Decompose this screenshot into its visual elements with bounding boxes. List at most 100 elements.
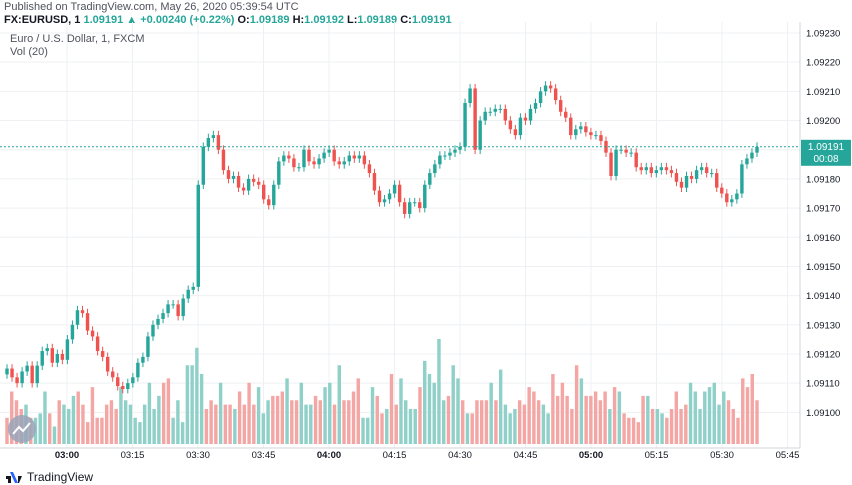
volume-bar xyxy=(313,395,318,444)
candle-body xyxy=(488,111,492,113)
volume-bar xyxy=(688,382,693,444)
volume-bar xyxy=(166,378,171,444)
volume-bar xyxy=(589,395,593,444)
volume-bar xyxy=(389,374,394,444)
candle-body xyxy=(60,353,65,360)
candle-body xyxy=(121,386,125,389)
volume-bar xyxy=(418,387,422,444)
volume-bar xyxy=(242,404,247,444)
candle-body xyxy=(282,155,286,162)
candle-body xyxy=(221,149,226,171)
candle-body xyxy=(322,152,326,159)
volume-bar xyxy=(52,426,57,444)
volume-bar xyxy=(413,409,417,444)
candle-body xyxy=(453,149,457,153)
volume-bar xyxy=(328,382,332,444)
candle-body xyxy=(433,164,437,174)
candle-body xyxy=(478,120,482,150)
candle-body xyxy=(292,158,296,168)
volume-bar xyxy=(622,413,626,444)
volume-bar xyxy=(603,391,607,444)
volume-bar xyxy=(237,391,242,444)
candle-body xyxy=(584,126,588,133)
time-tick-label: 03:00 xyxy=(55,450,79,461)
candle-body xyxy=(332,149,336,162)
price-tick-label: 1.09160 xyxy=(806,233,840,244)
volume-bar xyxy=(684,404,688,444)
volume-bar xyxy=(722,391,726,444)
candle-body xyxy=(428,173,432,185)
volume-bar xyxy=(318,400,323,444)
candle-body xyxy=(689,175,694,179)
volume-bar xyxy=(546,413,550,444)
candle-body xyxy=(327,149,331,153)
candle-body xyxy=(25,365,29,372)
candle-body xyxy=(740,164,744,194)
volume-bar xyxy=(85,422,90,444)
volume-bar xyxy=(161,382,166,444)
candle-body xyxy=(599,135,603,141)
volume-bar xyxy=(204,409,209,444)
volume-bar xyxy=(598,400,603,444)
close-label: C: xyxy=(400,14,412,26)
candle-body xyxy=(498,108,502,110)
candle-body xyxy=(548,85,553,89)
volume-bar xyxy=(81,404,85,444)
candle-body xyxy=(533,103,538,109)
volume-bar xyxy=(646,395,650,444)
price-tick-label: 1.09150 xyxy=(806,262,840,273)
up-arrow-icon: ▲ xyxy=(126,14,138,26)
candle-body xyxy=(558,100,563,112)
candle-body xyxy=(518,117,523,136)
candle-body xyxy=(624,149,628,153)
candle-body xyxy=(644,167,648,171)
volume-bar xyxy=(147,382,152,444)
price-tick-label: 1.09120 xyxy=(806,349,840,360)
volume-legend: Vol (20) xyxy=(10,46,48,58)
candle-body xyxy=(146,336,150,357)
volume-bar xyxy=(66,409,71,444)
candlesticks xyxy=(5,81,759,394)
volume-bar xyxy=(707,387,712,444)
candle-body xyxy=(90,330,95,337)
volume-bar xyxy=(394,404,398,444)
candle-body xyxy=(543,85,548,92)
candle-body xyxy=(10,368,14,378)
volume-bar xyxy=(755,400,759,444)
last-price: 1.09191 xyxy=(83,14,124,26)
candle-body xyxy=(196,184,200,287)
volume-bar xyxy=(223,404,228,444)
volume-bar xyxy=(451,365,455,444)
candle-body xyxy=(392,184,397,194)
volume-bar xyxy=(380,413,384,444)
volume-bar xyxy=(356,378,360,444)
candle-body xyxy=(664,167,669,171)
price-tag-value: 1.09191 xyxy=(808,142,845,153)
candle-body xyxy=(191,286,195,290)
candle-body xyxy=(75,310,80,325)
candle-body xyxy=(684,175,689,188)
volume-bar xyxy=(399,378,403,444)
volume-bar xyxy=(309,404,313,444)
candle-body xyxy=(347,155,351,162)
candle-body xyxy=(181,298,185,317)
price-tag: 1.09191 00:08 xyxy=(801,139,851,166)
volume-bar xyxy=(513,409,517,444)
volume-bar xyxy=(138,422,142,444)
candle-body xyxy=(528,108,533,121)
loupe-icon[interactable] xyxy=(8,415,36,443)
volume-bar xyxy=(517,400,522,444)
price-tick-label: 1.09210 xyxy=(806,87,840,98)
open-label: O: xyxy=(237,14,250,26)
candle-body xyxy=(100,351,105,357)
candle-body xyxy=(55,353,60,363)
price-tick-label: 1.09170 xyxy=(806,204,840,215)
volume-bar xyxy=(555,395,560,444)
candle-body xyxy=(307,149,311,162)
candle-body xyxy=(85,313,90,331)
candle-body xyxy=(30,365,34,384)
tradingview-footer[interactable]: TradingView xyxy=(6,470,93,484)
candle-body xyxy=(50,348,55,363)
volume-bar xyxy=(271,395,275,444)
